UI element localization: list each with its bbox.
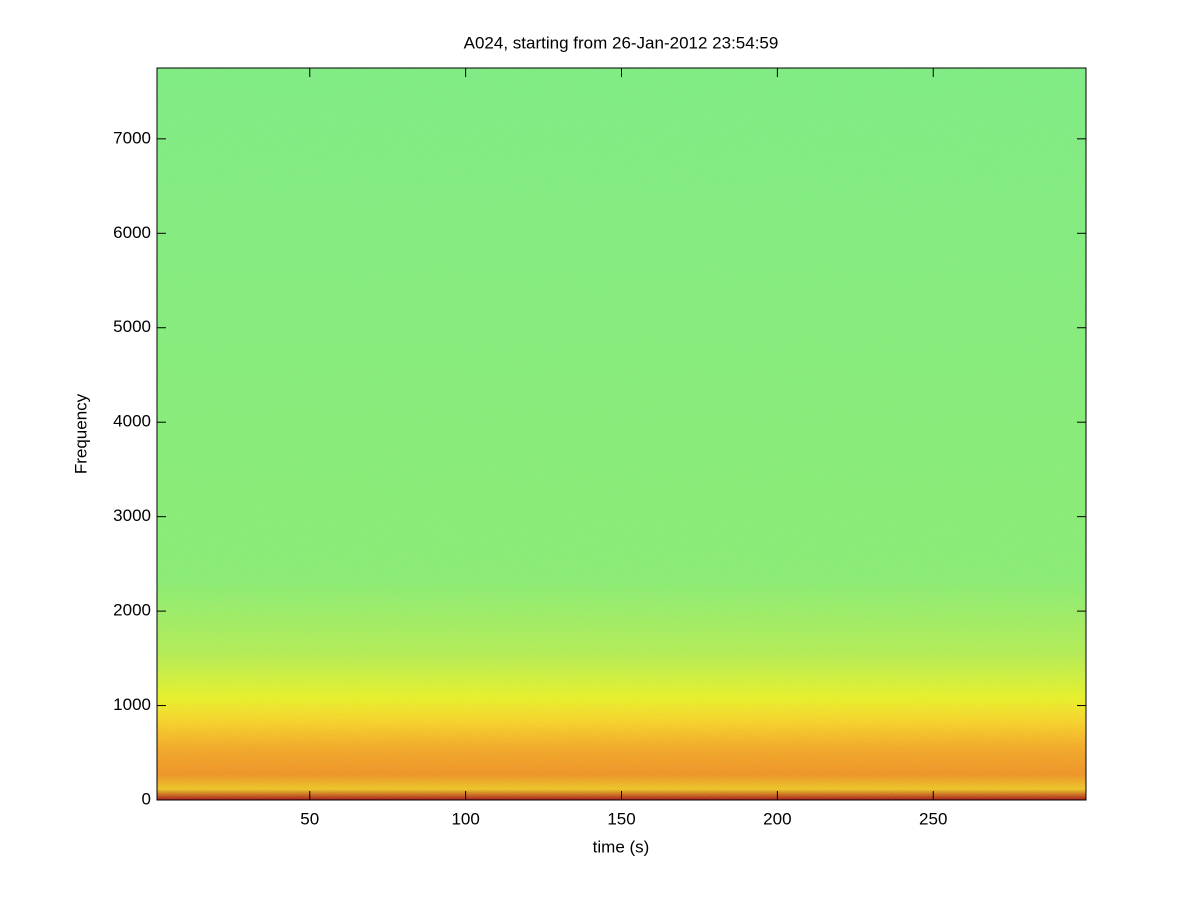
y-tick-label: 2000	[113, 601, 151, 620]
chart-title: A024, starting from 26-Jan-2012 23:54:59	[464, 33, 779, 52]
y-tick-label: 7000	[113, 128, 151, 147]
x-tick-label: 150	[607, 809, 635, 828]
y-axis-label: Frequency	[71, 393, 90, 474]
x-tick-label: 250	[919, 809, 947, 828]
y-tick-label: 6000	[113, 223, 151, 242]
spectrogram-texture	[157, 68, 1086, 800]
x-tick-label: 200	[763, 809, 791, 828]
y-tick-label: 1000	[113, 695, 151, 714]
x-tick-label: 50	[300, 809, 319, 828]
x-tick-label: 100	[451, 809, 479, 828]
x-axis-label: time (s)	[593, 837, 650, 856]
y-tick-label: 4000	[113, 412, 151, 431]
y-tick-label: 5000	[113, 317, 151, 336]
y-tick-label: 0	[142, 789, 151, 808]
plot-area	[156, 67, 1087, 801]
y-tick-label: 3000	[113, 506, 151, 525]
